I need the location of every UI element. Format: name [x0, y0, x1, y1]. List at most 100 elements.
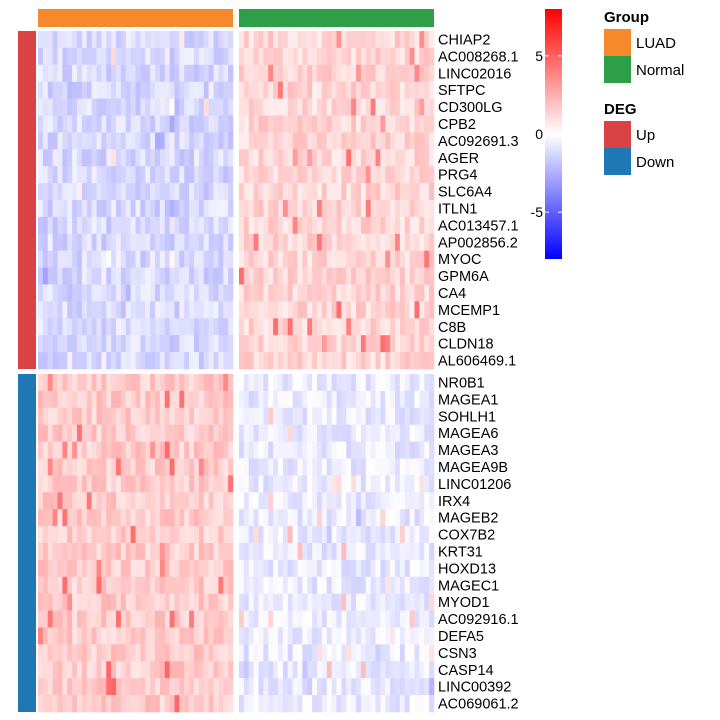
- heatmap-cell: [208, 441, 214, 459]
- heatmap-cell: [370, 661, 376, 679]
- heatmap-cell: [47, 661, 53, 679]
- heatmap-cell: [360, 661, 367, 679]
- heatmap-cell: [370, 250, 376, 268]
- heatmap-cell: [278, 98, 284, 116]
- heatmap-cell: [258, 644, 264, 662]
- heatmap-cell: [130, 458, 136, 476]
- heatmap-cell: [101, 593, 107, 611]
- heatmap-cell: [268, 335, 274, 353]
- heatmap-cell: [184, 31, 190, 49]
- heatmap-cell: [390, 610, 396, 628]
- heatmap-cell: [169, 216, 175, 235]
- heatmap-cell: [370, 284, 376, 302]
- heatmap-cell: [243, 374, 250, 392]
- heatmap-cell: [106, 166, 112, 184]
- heatmap-cell: [331, 492, 337, 510]
- heatmap-cell: [155, 543, 161, 561]
- heatmap-cell: [194, 200, 200, 218]
- heatmap-cell: [159, 81, 166, 99]
- heatmap-cell: [243, 250, 250, 268]
- heatmap-cell: [243, 390, 250, 409]
- heatmap-cell: [164, 627, 170, 645]
- heatmap-cell: [116, 695, 122, 713]
- heatmap-cell: [101, 132, 107, 150]
- heatmap-cell: [239, 627, 245, 645]
- heatmap-cell: [404, 559, 410, 578]
- heatmap-cell: [243, 695, 250, 713]
- heatmap-cell: [169, 149, 175, 167]
- heatmap-cell: [253, 458, 259, 476]
- heatmap-cell: [203, 183, 209, 201]
- heatmap-cell: [62, 81, 68, 99]
- heatmap-cell: [189, 149, 195, 167]
- heatmap-cell: [429, 644, 435, 662]
- heatmap-cell: [101, 661, 107, 679]
- heatmap-cell: [239, 301, 245, 319]
- heatmap-cell: [184, 593, 190, 611]
- heatmap-cell: [208, 593, 214, 611]
- heatmap-cell: [404, 200, 410, 218]
- gene-label: CASP14: [438, 663, 494, 679]
- heatmap-cell: [365, 695, 371, 713]
- heatmap-cell: [243, 233, 250, 251]
- heatmap-cell: [47, 559, 53, 578]
- heatmap-cell: [150, 695, 156, 713]
- heatmap-cell: [385, 47, 391, 66]
- heatmap-cell: [106, 559, 112, 578]
- heatmap-cell: [395, 458, 401, 476]
- heatmap-cell: [218, 644, 224, 662]
- heatmap-cell: [57, 115, 63, 133]
- heatmap-cell: [404, 183, 410, 201]
- heatmap-cell: [258, 441, 264, 459]
- heatmap-cell: [331, 543, 337, 561]
- heatmap-cell: [81, 352, 88, 370]
- heatmap-cell: [223, 183, 229, 201]
- heatmap-cell: [336, 458, 342, 476]
- heatmap-cell: [419, 559, 425, 578]
- heatmap-cell: [77, 593, 83, 611]
- heatmap-cell: [385, 576, 391, 594]
- heatmap-cell: [395, 576, 401, 594]
- heatmap-cell: [72, 31, 78, 49]
- heatmap-cell: [228, 149, 234, 167]
- heatmap-cell: [208, 132, 214, 150]
- heatmap-cell: [62, 644, 68, 662]
- heatmap-cell: [150, 200, 156, 218]
- heatmap-cell: [145, 284, 151, 302]
- heatmap-cell: [390, 441, 396, 459]
- color-scale-tick-label: -5: [531, 204, 544, 220]
- heatmap-cell: [326, 559, 332, 578]
- heatmap-cell: [86, 301, 92, 319]
- heatmap-cell: [341, 492, 347, 510]
- heatmap-cell: [198, 441, 205, 459]
- heatmap-cell: [317, 149, 323, 167]
- heatmap-cell: [424, 610, 430, 628]
- heatmap-cell: [47, 31, 53, 49]
- heatmap-cell: [189, 216, 195, 235]
- heatmap-cell: [164, 233, 170, 251]
- heatmap-cell: [125, 267, 131, 285]
- heatmap-cell: [91, 441, 97, 459]
- heatmap-cell: [312, 458, 318, 476]
- heatmap-cell: [273, 627, 279, 645]
- heatmap-cell: [429, 576, 435, 594]
- heatmap-cell: [292, 98, 298, 116]
- heatmap-cell: [194, 424, 200, 442]
- heatmap-cell: [189, 301, 195, 319]
- heatmap-cell: [203, 492, 209, 510]
- heatmap-cell: [218, 593, 224, 611]
- heatmap-cell: [164, 216, 170, 235]
- heatmap-cell: [331, 149, 337, 167]
- heatmap-cell: [42, 352, 49, 370]
- heatmap-cell: [116, 166, 122, 184]
- heatmap-cell: [326, 149, 332, 167]
- heatmap-cell: [218, 335, 224, 353]
- heatmap-cell: [307, 183, 313, 201]
- heatmap-cell: [278, 250, 284, 268]
- heatmap-cell: [101, 352, 107, 370]
- heatmap-cell: [360, 132, 367, 150]
- heatmap-cell: [414, 424, 420, 442]
- deg-legend-swatch-down: [604, 148, 631, 175]
- heatmap-cell: [96, 610, 102, 628]
- heatmap-cell: [380, 374, 386, 392]
